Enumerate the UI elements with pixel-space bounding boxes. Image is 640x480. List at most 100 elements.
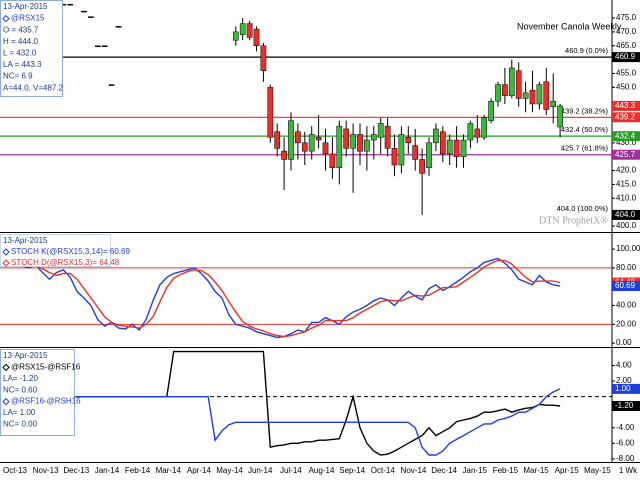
- level-tag: [612, 149, 640, 160]
- candle-body: [295, 131, 301, 144]
- candle-body: [419, 159, 425, 174]
- level-tag: [612, 112, 640, 123]
- candle-body: [412, 145, 419, 160]
- candle-body: [474, 128, 481, 138]
- stochastic-panel: [0, 257, 612, 339]
- level-tag-label: 439.2: [615, 112, 636, 121]
- info-text: 13-Apr-2015: [3, 2, 48, 11]
- x-tick-label: Nov-13: [33, 466, 59, 475]
- y-tick-label: 450.0: [616, 82, 637, 91]
- y-tick-label: 415.0: [616, 180, 637, 189]
- x-tick-label: Jul-14: [280, 466, 302, 475]
- y-tick-label: 400.0: [616, 221, 637, 230]
- value-tag: [612, 100, 640, 111]
- y-tick-label: 4.00: [616, 361, 632, 370]
- candle-body: [384, 125, 391, 149]
- y-tick-label: 420.0: [616, 166, 637, 175]
- value-tag-label: 1.00: [615, 384, 631, 393]
- candle-body: [433, 128, 439, 144]
- candle-body: [108, 84, 115, 86]
- info-text: NC= 6.9: [3, 72, 33, 81]
- level-tag: [612, 52, 640, 63]
- spread-panel: [0, 350, 612, 456]
- candle-body: [508, 67, 515, 96]
- value-tag-label: -1.20: [615, 401, 634, 410]
- level-tag-label: 432.4: [615, 131, 636, 140]
- candle-body: [246, 23, 253, 38]
- y-tick-label: 40.00: [616, 301, 637, 310]
- x-tick-label: Jan-14: [95, 466, 120, 475]
- legend-label: @RSF16-@RSH16: [11, 397, 81, 406]
- info-text: LA= -1.20: [3, 374, 38, 383]
- x-tick-label: Apr-15: [555, 466, 580, 475]
- candle-body: [343, 128, 350, 149]
- level-tag: [612, 209, 640, 220]
- candle-body: [301, 142, 308, 152]
- candle-body: [308, 134, 315, 152]
- candle-body: [481, 117, 488, 138]
- series-line: [14, 259, 561, 338]
- y-tick-label: -4.00: [616, 423, 635, 432]
- candle-body: [502, 84, 508, 96]
- candle-body: [260, 45, 267, 71]
- x-tick-label: Oct-13: [3, 466, 28, 475]
- x-tick-label: Mar-14: [156, 466, 182, 475]
- value-tag-label: 443.3: [615, 101, 636, 110]
- info-text: NC= 0.60: [3, 385, 38, 394]
- level-label: 439.2 (38.2%): [561, 106, 609, 115]
- x-tick-label: Apr-14: [187, 466, 212, 475]
- candle-body: [81, 10, 87, 13]
- legend-marker: [2, 248, 10, 256]
- x-tick-label: Oct-14: [371, 466, 396, 475]
- level-label: 404.0 (100.0%): [557, 204, 609, 213]
- info-text: NC= 0.00: [3, 420, 38, 429]
- y-tick-label: -6.00: [616, 438, 635, 447]
- candle-body: [446, 139, 453, 155]
- candle-body: [101, 45, 108, 48]
- level-label: 460.9 (0.0%): [565, 46, 608, 55]
- candle-body: [467, 123, 474, 141]
- info-text: 13-Apr-2015: [3, 236, 48, 245]
- x-tick-label: May-14: [216, 466, 243, 475]
- info-text: LA= 1.00: [3, 408, 36, 417]
- candle-body: [550, 100, 557, 108]
- legend-label: STOCH K(@RSX15,3,14)= 60.69: [11, 247, 130, 256]
- level-label: 425.7 (61.8%): [561, 144, 609, 153]
- candle-body: [453, 139, 460, 157]
- x-tick-label: Sep-14: [339, 466, 365, 475]
- info-text: LA = 443.3: [3, 60, 42, 69]
- candle-body: [398, 134, 405, 166]
- y-tick-label: 475.0: [616, 13, 637, 22]
- info-box: [0, 0, 63, 97]
- price-panel: 460.9 (0.0%) 439.2 (38.2%) 432.4 (50.0%) 42…: [0, 3, 612, 215]
- legend-label: @RSX15-@RSF16: [11, 363, 81, 372]
- info-text: O = 435.7: [3, 25, 39, 34]
- level-tag-label: 425.7: [615, 150, 636, 159]
- watermark: DTN ProphetX®: [539, 215, 608, 226]
- chart-title: November Canola Weekly: [517, 21, 622, 31]
- candle-body: [370, 134, 377, 141]
- x-tick-label: May-15: [584, 466, 611, 475]
- value-tag: [612, 401, 640, 411]
- candle-body: [67, 3, 74, 6]
- y-tick-label: 80.00: [616, 263, 637, 272]
- value-tag: [612, 281, 640, 292]
- x-tick-label: Dec-14: [431, 466, 457, 475]
- candle-body: [439, 131, 446, 155]
- y-tick-label: 470.0: [616, 27, 637, 36]
- candle-body: [267, 87, 274, 138]
- candle-body: [536, 84, 543, 105]
- candle-body: [557, 105, 563, 128]
- candle-body: [522, 92, 529, 99]
- candle-body: [405, 137, 412, 144]
- candle-body: [543, 81, 550, 110]
- y-tick-label: 20.00: [616, 319, 637, 328]
- legend-marker: [2, 363, 10, 372]
- level-tag-label: 460.9: [615, 52, 636, 61]
- candle-body: [288, 120, 294, 160]
- x-tick-label: Aug-14: [309, 466, 335, 475]
- candle-body: [88, 16, 94, 18]
- y-tick-label: 430.0: [616, 138, 637, 147]
- candle-body: [426, 142, 432, 169]
